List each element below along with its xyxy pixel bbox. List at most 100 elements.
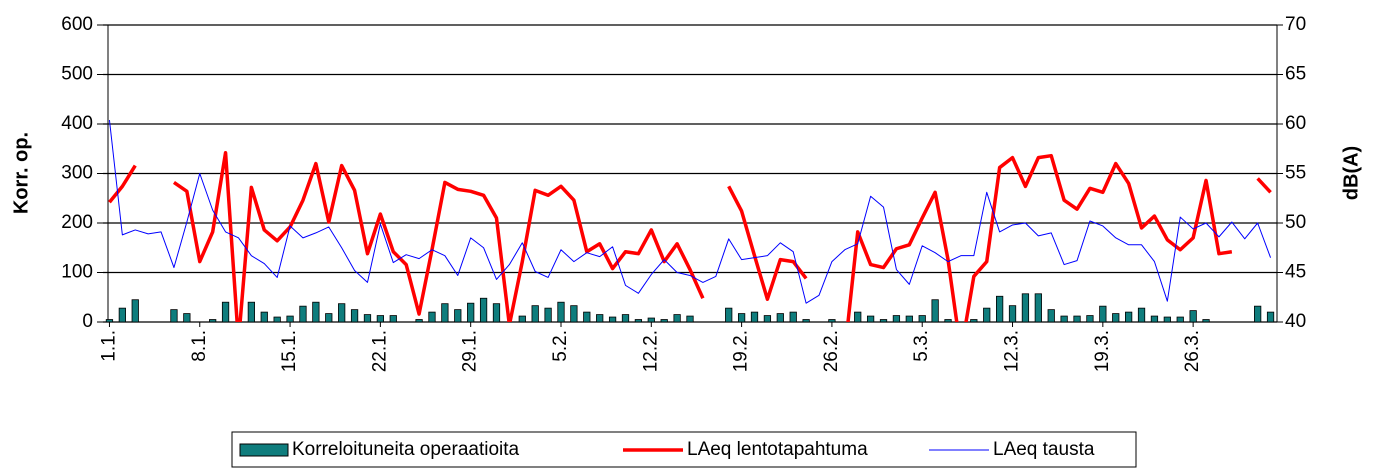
legend-label: LAeq tausta [993,439,1095,460]
bar [802,319,810,322]
plot-area [105,119,1275,322]
y-tick-label: 500 [61,64,93,85]
bar [1125,311,1133,322]
bar [1189,310,1197,322]
bar [105,319,114,322]
bar [273,316,281,322]
bar [866,315,875,322]
bar [286,315,294,322]
x-tick-label: 5.3. [911,330,932,362]
bar [1202,319,1210,322]
line [172,150,705,322]
x-tick-label: 26.3. [1182,330,1203,372]
line [108,119,1272,304]
bar [879,319,888,322]
bar [338,303,346,322]
bar [686,315,694,322]
bar [479,297,488,322]
bar [1150,315,1159,322]
x-tick-label: 1.1. [98,330,119,362]
bar [750,311,759,322]
x-tick-label: 19.2. [731,330,752,372]
line [846,153,1233,322]
bar [892,315,901,322]
y-tick-label: 100 [61,262,93,283]
bar [918,315,926,322]
bar [1047,309,1055,322]
bar [1163,316,1171,322]
x-tick-label: 12.3. [1002,330,1023,372]
y2-axis-title: dB(A) [1340,146,1362,200]
bar [415,319,423,322]
bar [1034,293,1042,322]
bar [1086,315,1094,322]
y2-tick-label: 65 [1285,64,1306,85]
y2-tick-label: 70 [1285,14,1306,35]
bar [621,314,630,322]
legend-label: LAeq lentotapahtuma [687,439,868,460]
x-tick-label: 12.2. [640,330,661,372]
bar [363,314,372,322]
bar [1073,315,1081,322]
bar [170,309,178,322]
x-tick-label: 19.3. [1092,330,1113,372]
bar [660,319,668,322]
bar [1266,311,1275,322]
bar [996,295,1004,322]
y2-tick-label: 55 [1285,163,1306,184]
y2-tick-label: 40 [1285,311,1306,332]
x-tick-label: 15.1. [279,330,300,372]
bar [970,319,978,322]
bar [544,307,552,322]
line [727,185,808,301]
bar [428,311,436,322]
line [108,164,137,204]
bar [570,305,578,322]
bar [1099,305,1107,322]
bar [854,311,862,322]
line [1256,177,1272,194]
bar [905,315,913,322]
x-tick-label: 5.2. [550,330,571,362]
bar [221,301,230,322]
bar [828,319,836,322]
legend-swatch [239,443,289,457]
bar [209,319,217,322]
bar [1254,305,1262,322]
bar [1137,307,1146,322]
y-tick-label: 400 [61,113,93,134]
y2-tick-label: 45 [1285,262,1306,283]
bar [983,307,991,322]
bar [737,313,746,322]
y-axis-title: Korr. op. [10,132,32,214]
bar [389,315,397,322]
bar [673,314,681,322]
bar [467,302,475,322]
bar [725,307,733,322]
x-tick-label: 8.1. [189,330,210,362]
bar [1008,305,1017,322]
bar [789,311,797,322]
bar [944,319,952,322]
bar [312,301,320,322]
bar [518,315,526,322]
bar [557,301,565,322]
x-tick-label: 29.1. [460,330,481,372]
bar [634,319,643,322]
bar [247,301,255,322]
bar [441,303,449,322]
bar [583,311,591,322]
bar [1060,315,1068,322]
bar [376,315,384,322]
bar [118,307,126,322]
bar [1021,293,1030,322]
y2-tick-label: 50 [1285,212,1306,233]
bar [325,313,333,322]
bar [931,299,939,322]
bar [647,317,655,322]
bar [299,305,307,322]
y2-tick-label: 60 [1285,113,1306,134]
bar [454,309,462,322]
bar [260,311,268,322]
